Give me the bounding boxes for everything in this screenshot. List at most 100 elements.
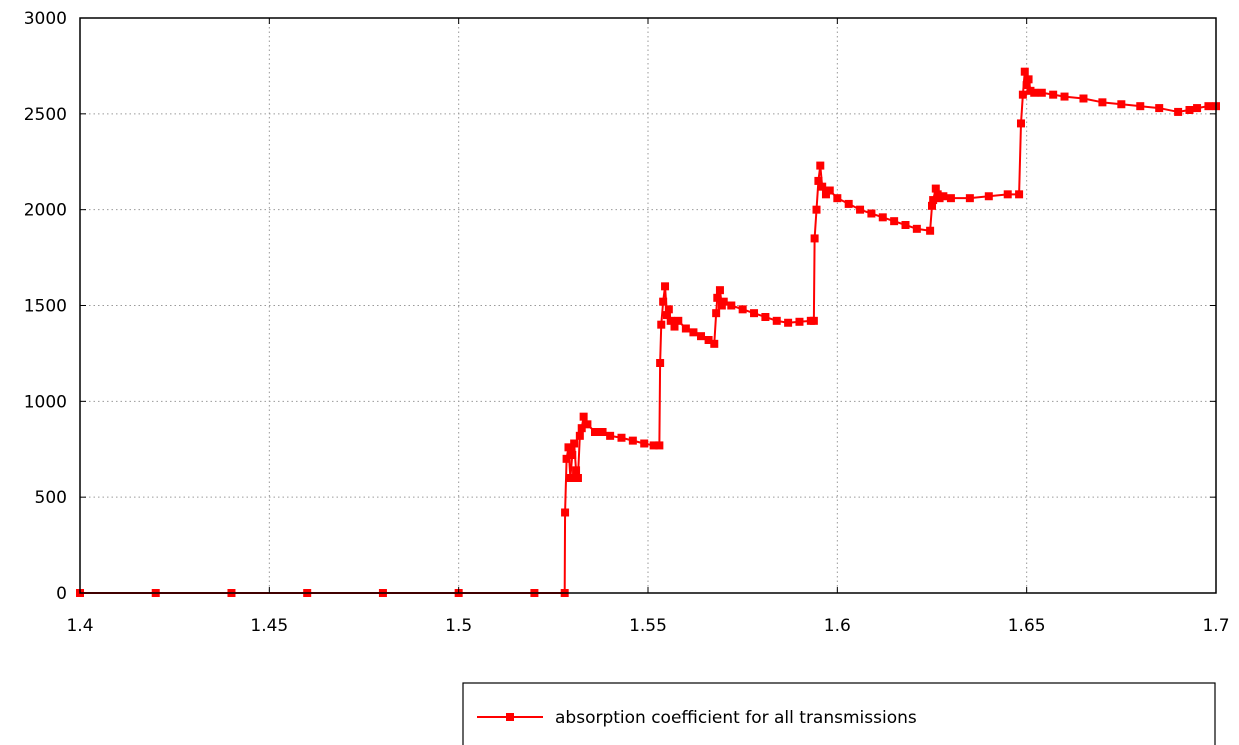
data-point-marker [617, 433, 626, 442]
data-point-marker [628, 436, 637, 445]
data-point-marker [926, 226, 935, 235]
data-point-marker [712, 309, 721, 318]
x-tick-label: 1.55 [629, 616, 667, 636]
data-point-marker [1060, 92, 1069, 101]
data-point-marker [901, 221, 910, 229]
y-tick-label: 2000 [24, 201, 67, 221]
x-tick-label: 1.7 [1202, 616, 1229, 636]
data-point-marker [1049, 90, 1058, 99]
y-tick-label: 1500 [24, 297, 67, 317]
data-point-marker [566, 474, 575, 482]
data-point-marker [561, 508, 570, 517]
data-point-marker [812, 205, 821, 214]
legend-marker-sample [506, 713, 514, 721]
y-tick-label: 1000 [24, 392, 67, 412]
data-point-marker [1155, 104, 1164, 113]
data-point-marker [890, 217, 899, 226]
y-tick-label: 3000 [24, 9, 67, 29]
data-point-marker [649, 441, 658, 450]
data-point-marker [1024, 75, 1033, 84]
data-point-marker [784, 318, 793, 327]
data-point-marker [598, 428, 607, 436]
data-point-marker [814, 176, 823, 185]
data-point-marker [562, 454, 571, 463]
y-tick-label: 500 [35, 488, 67, 508]
x-tick-label: 1.65 [1008, 616, 1046, 636]
data-point-marker [844, 199, 853, 208]
data-point-marker [1015, 190, 1024, 199]
data-point-marker [965, 194, 974, 203]
data-point-marker [1174, 107, 1183, 116]
y-tick-label: 2500 [24, 105, 67, 125]
legend-label: absorption coefficient for all transmiss… [555, 708, 917, 728]
data-point-marker [572, 466, 581, 475]
data-point-marker [577, 424, 586, 433]
data-point-marker [818, 182, 827, 191]
data-point-marker [664, 305, 673, 314]
axis-ticks: 1.4 1.45 1.5 1.55 1.6 1.65 1.7 0 500 1000 1500 2000… [24, 9, 1230, 636]
data-point-marker [984, 192, 993, 201]
data-point-marker [1018, 90, 1027, 99]
data-point-marker [704, 336, 713, 344]
x-tick-label: 1.45 [250, 616, 288, 636]
data-point-marker [772, 316, 781, 325]
data-point-marker [912, 224, 921, 233]
data-point-marker [1117, 100, 1126, 109]
data-point-marker [583, 420, 592, 429]
data-point-marker [939, 192, 948, 201]
data-point-marker [590, 428, 599, 436]
data-point-marker [570, 439, 579, 448]
data-point-marker [579, 412, 588, 421]
data-point-marker [689, 328, 698, 337]
data-point-marker [1003, 190, 1012, 199]
data-point-marker [1030, 88, 1039, 97]
data-point-marker [681, 324, 690, 333]
data-point-marker [878, 213, 887, 222]
data-point-marker [738, 305, 747, 314]
data-point-marker [825, 186, 834, 195]
series-layer [76, 67, 1220, 597]
legend: absorption coefficient for all transmiss… [462, 682, 1216, 745]
data-point-marker [697, 332, 706, 341]
data-point-marker [929, 196, 938, 205]
data-point-marker [1193, 104, 1202, 113]
legend-box [462, 682, 1216, 745]
data-point-marker [1204, 102, 1213, 111]
data-point-marker [657, 320, 666, 329]
x-tick-label: 1.4 [66, 616, 93, 636]
x-tick-label: 1.5 [445, 616, 472, 636]
data-point-marker [656, 359, 665, 367]
data-point-marker [606, 431, 615, 440]
data-point-marker [727, 301, 736, 310]
data-point-marker [816, 161, 825, 170]
data-point-marker [568, 451, 577, 459]
data-point-marker [810, 234, 819, 243]
data-point-marker [670, 322, 679, 331]
data-point-marker [856, 205, 865, 214]
data-point-marker [575, 431, 584, 440]
data-point-marker [655, 441, 664, 450]
data-point-marker [1016, 119, 1025, 128]
data-point-marker [719, 297, 728, 306]
data-point-marker [661, 282, 670, 291]
data-point-marker [1185, 106, 1194, 114]
data-point-marker [946, 194, 955, 203]
grid-lines [80, 18, 1216, 593]
data-point-marker [573, 474, 582, 482]
data-point-marker [659, 297, 668, 306]
x-tick-label: 1.6 [824, 616, 851, 636]
data-point-marker [750, 309, 759, 318]
data-point-marker [833, 194, 842, 203]
data-point-marker [715, 286, 724, 295]
data-point-marker [1079, 94, 1088, 103]
data-point-marker [761, 313, 770, 321]
y-tick-label: 0 [56, 584, 67, 604]
data-point-marker [666, 316, 675, 325]
data-point-marker [809, 316, 818, 325]
data-point-marker [795, 317, 804, 326]
data-point-marker [713, 293, 722, 302]
data-point-marker [867, 209, 876, 218]
data-point-marker [1037, 88, 1046, 97]
data-point-marker [1020, 67, 1029, 76]
